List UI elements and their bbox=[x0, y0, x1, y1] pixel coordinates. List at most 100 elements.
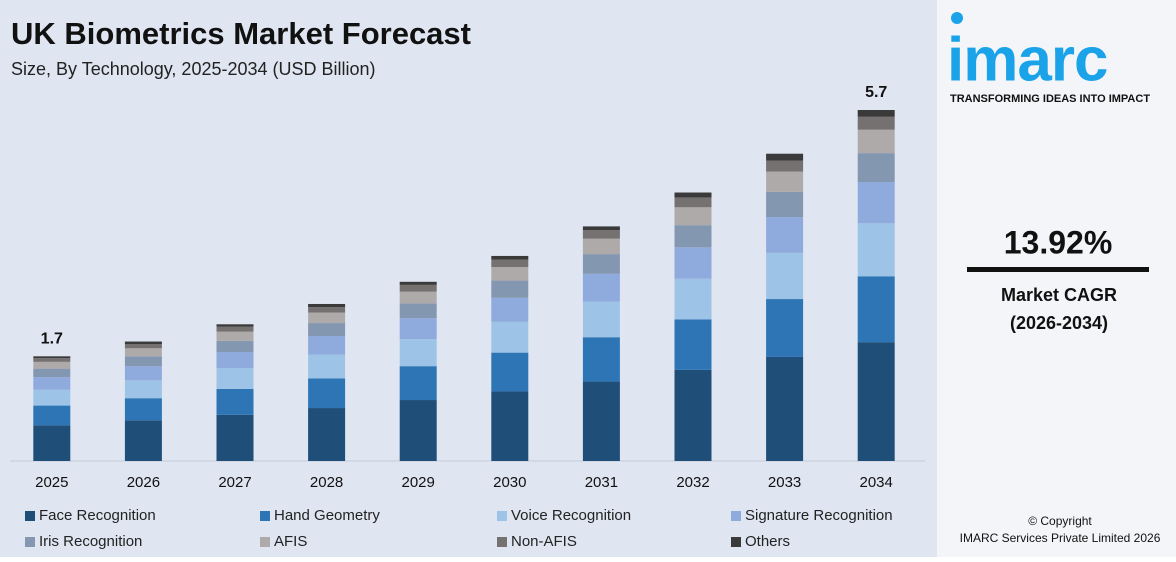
bar-segment bbox=[308, 307, 346, 313]
bar-segment bbox=[491, 280, 529, 298]
bar-segment bbox=[582, 273, 620, 302]
bar-segment bbox=[674, 192, 712, 198]
company: IMARC Services Private Limited 2026 bbox=[960, 531, 1161, 545]
bar-segment bbox=[33, 377, 71, 390]
bar-segment bbox=[582, 238, 620, 255]
bar-segment bbox=[766, 160, 804, 172]
bar-segment bbox=[766, 356, 804, 461]
bar-segment bbox=[308, 354, 346, 379]
bar-segment bbox=[216, 331, 254, 341]
bar-segment bbox=[582, 230, 620, 239]
cagr-rule bbox=[967, 267, 1149, 272]
bar-segment bbox=[216, 414, 254, 461]
bar-segment bbox=[33, 358, 71, 362]
bar-segment bbox=[491, 255, 529, 260]
legend-swatch bbox=[25, 537, 35, 547]
bar-segment bbox=[857, 276, 895, 343]
cagr-value: 13.92% bbox=[1004, 224, 1113, 260]
x-tick-label: 2031 bbox=[585, 474, 618, 491]
bar-segment bbox=[674, 197, 712, 208]
bar-segment bbox=[399, 318, 437, 340]
bar-segment bbox=[491, 352, 529, 392]
bar-segment bbox=[308, 323, 346, 336]
legend-label: Hand Geometry bbox=[274, 507, 380, 524]
bar-segment bbox=[216, 324, 254, 327]
bar-segment bbox=[124, 348, 162, 357]
chart-title: UK Biometrics Market Forecast bbox=[11, 16, 471, 51]
bar-segment bbox=[857, 110, 895, 117]
bar-segment bbox=[399, 366, 437, 401]
legend-label: Voice Recognition bbox=[511, 507, 631, 524]
x-tick-label: 2027 bbox=[218, 474, 251, 491]
bar-segment bbox=[308, 408, 346, 461]
bar-segment bbox=[308, 312, 346, 324]
bar-segment bbox=[124, 356, 162, 367]
legend-swatch bbox=[497, 537, 507, 547]
side-panel bbox=[937, 0, 1176, 557]
total-label: 1.7 bbox=[41, 331, 63, 348]
bar-segment bbox=[674, 225, 712, 248]
total-label: 5.7 bbox=[865, 84, 887, 101]
bar-segment bbox=[582, 301, 620, 338]
bar-segment bbox=[124, 398, 162, 421]
bar-segment bbox=[33, 356, 71, 359]
bar-segment bbox=[124, 341, 162, 344]
bar-segment bbox=[857, 223, 895, 277]
x-tick-label: 2029 bbox=[402, 474, 435, 491]
x-tick-label: 2028 bbox=[310, 474, 343, 491]
bar-segment bbox=[582, 381, 620, 461]
bar-segment bbox=[766, 299, 804, 357]
logo: imarc bbox=[947, 25, 1107, 94]
bar-segment bbox=[491, 259, 529, 268]
cagr-period: (2026-2034) bbox=[1010, 313, 1108, 333]
bar-segment bbox=[216, 388, 254, 415]
legend-label: Iris Recognition bbox=[39, 533, 142, 550]
chart-subtitle: Size, By Technology, 2025-2034 (USD Bill… bbox=[11, 59, 376, 79]
bar-segment bbox=[124, 420, 162, 461]
bar-segment bbox=[491, 321, 529, 353]
bar-segment bbox=[857, 116, 895, 130]
legend-swatch bbox=[25, 511, 35, 521]
bar-segment bbox=[216, 326, 254, 332]
bar-segment bbox=[491, 267, 529, 281]
x-tick-label: 2032 bbox=[676, 474, 709, 491]
bar-segment bbox=[124, 366, 162, 381]
legend-swatch bbox=[260, 537, 270, 547]
tagline: TRANSFORMING IDEAS INTO IMPACT bbox=[950, 93, 1150, 105]
bar-segment bbox=[674, 369, 712, 461]
bar-segment bbox=[33, 368, 71, 378]
bar-segment bbox=[216, 368, 254, 389]
bar-segment bbox=[216, 352, 254, 369]
bar-segment bbox=[399, 303, 437, 319]
legend-label: Face Recognition bbox=[39, 507, 156, 524]
bar-segment bbox=[582, 226, 620, 231]
x-tick-label: 2033 bbox=[768, 474, 801, 491]
bar-segment bbox=[857, 129, 895, 154]
bar-segment bbox=[766, 191, 804, 218]
x-tick-label: 2030 bbox=[493, 474, 526, 491]
legend-swatch bbox=[260, 511, 270, 521]
x-tick-label: 2026 bbox=[127, 474, 160, 491]
bar-segment bbox=[857, 182, 895, 224]
bar-segment bbox=[766, 252, 804, 300]
bar-segment bbox=[674, 319, 712, 370]
bar-segment bbox=[674, 207, 712, 226]
bar-segment bbox=[766, 171, 804, 192]
legend-label: Signature Recognition bbox=[745, 507, 893, 524]
logo-dot bbox=[951, 12, 963, 24]
bar-segment bbox=[33, 425, 71, 461]
bar-segment bbox=[399, 339, 437, 367]
bar-segment bbox=[582, 337, 620, 382]
bar-segment bbox=[308, 303, 346, 308]
bar-segment bbox=[308, 378, 346, 409]
bar-segment bbox=[766, 153, 804, 161]
bar-segment bbox=[491, 391, 529, 461]
bar-segment bbox=[399, 284, 437, 292]
legend-label: AFIS bbox=[274, 533, 307, 550]
bar-segment bbox=[33, 361, 71, 369]
bar-segment bbox=[399, 291, 437, 304]
bar-segment bbox=[491, 297, 529, 322]
bar-segment bbox=[674, 247, 712, 279]
bar-segment bbox=[33, 389, 71, 406]
